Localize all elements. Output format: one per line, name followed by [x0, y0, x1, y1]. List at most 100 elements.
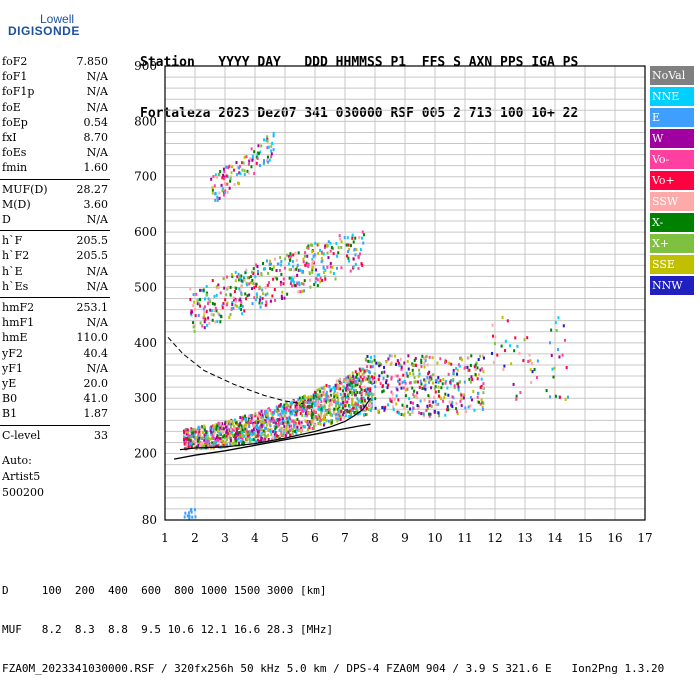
echo-point — [291, 419, 294, 423]
echo-point — [335, 386, 338, 390]
echo-point — [241, 280, 244, 284]
echo-point — [297, 251, 300, 255]
echo-point — [236, 275, 239, 279]
echo-point — [200, 289, 203, 293]
echo-point — [367, 380, 370, 384]
echo-point — [301, 395, 304, 399]
echo-point — [312, 415, 315, 419]
echo-point — [224, 182, 227, 186]
echo-point — [304, 414, 307, 418]
echo-point — [320, 386, 323, 390]
echo-point — [402, 386, 405, 390]
echo-point — [563, 338, 566, 342]
echo-point — [320, 250, 323, 254]
echo-point — [265, 423, 268, 427]
echo-point — [285, 400, 288, 404]
echo-point — [329, 411, 332, 415]
echo-point — [241, 312, 244, 316]
echo-point — [240, 274, 243, 278]
echo-point — [217, 283, 220, 287]
echo-point — [189, 297, 192, 301]
echo-point — [302, 398, 305, 402]
echo-point — [312, 413, 315, 417]
echo-point — [257, 426, 260, 430]
echo-point — [241, 431, 244, 435]
echo-point — [365, 406, 368, 410]
echo-point — [386, 386, 389, 390]
param-name: MUF(D) — [2, 182, 48, 196]
echo-point — [326, 251, 329, 255]
echo-point — [355, 405, 358, 409]
echo-point — [353, 384, 356, 388]
echo-point — [207, 316, 210, 320]
echo-point — [338, 381, 341, 385]
echo-point — [266, 155, 269, 159]
echo-point — [223, 441, 226, 445]
plot-grid — [164, 65, 646, 520]
echo-point — [330, 421, 333, 425]
echo-point — [324, 400, 327, 404]
echo-point — [299, 412, 302, 416]
echo-point — [197, 313, 200, 317]
echo-point — [334, 387, 337, 391]
echo-point — [194, 436, 197, 440]
echo-point — [274, 298, 277, 302]
echo-point — [313, 410, 316, 414]
param-row: h`E N/A — [2, 265, 108, 279]
echo-point — [304, 251, 307, 255]
legend-item: E — [650, 108, 694, 127]
x-tick-label: 9 — [401, 531, 409, 545]
echo-point — [369, 380, 372, 384]
echo-point — [451, 395, 454, 399]
echo-point — [318, 408, 321, 412]
param-row: MUF(D) 28.27 — [2, 183, 108, 197]
echo-point — [435, 402, 438, 406]
echo-point — [272, 277, 275, 281]
echo-point — [562, 324, 565, 328]
echo-point — [339, 415, 342, 419]
param-row: yE 20.0 — [2, 377, 108, 391]
echo-point — [314, 241, 317, 245]
echo-point — [194, 515, 197, 519]
echo-point — [407, 410, 410, 414]
echo-point — [530, 362, 533, 366]
echo-point — [278, 262, 281, 266]
echo-point — [448, 400, 451, 404]
echo-point — [266, 419, 269, 423]
echo-point — [279, 421, 282, 425]
echo-point — [266, 413, 269, 417]
echo-point — [535, 375, 538, 379]
legend-item: SSE — [650, 255, 694, 274]
echo-point — [320, 256, 323, 260]
x-tick-label: 1 — [161, 531, 169, 545]
echo-point — [404, 394, 407, 398]
param-row: foEs N/A — [2, 146, 108, 160]
echo-point — [437, 380, 440, 384]
echo-point — [214, 320, 217, 324]
echo-point — [441, 382, 444, 386]
echo-point — [311, 250, 314, 254]
echo-point — [307, 244, 310, 248]
echo-point — [346, 387, 349, 391]
echo-point — [188, 516, 191, 520]
echo-point — [349, 383, 352, 387]
echo-point — [341, 393, 344, 397]
echo-point — [284, 433, 287, 437]
echo-point — [195, 429, 198, 433]
echo-point — [351, 402, 354, 406]
echo-point — [183, 442, 186, 446]
echo-point — [357, 256, 360, 260]
echo-point — [184, 429, 187, 433]
x-tick-label: 17 — [637, 531, 652, 545]
echo-point — [474, 363, 477, 367]
echo-point — [229, 176, 232, 180]
echo-point — [220, 183, 223, 187]
echo-point — [462, 396, 465, 400]
echo-point — [245, 427, 248, 431]
echo-point — [230, 306, 233, 310]
echo-point — [362, 404, 365, 408]
echo-point — [528, 353, 531, 357]
echo-point — [419, 399, 422, 403]
echo-point — [270, 428, 273, 432]
echo-point — [194, 428, 197, 432]
